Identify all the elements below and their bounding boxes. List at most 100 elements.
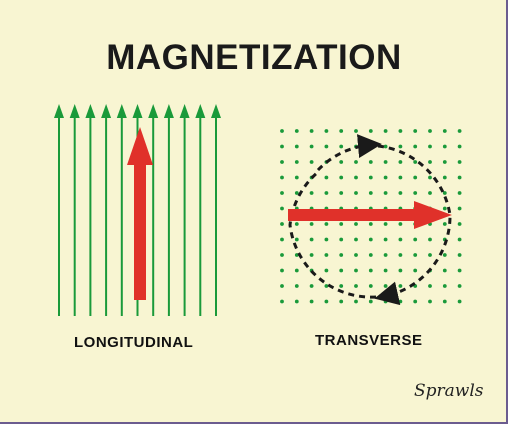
field-dot <box>457 191 462 195</box>
field-dot <box>398 160 403 164</box>
field-dot <box>383 129 388 133</box>
field-dot <box>428 144 432 149</box>
field-dot <box>457 129 462 133</box>
field-dot <box>383 284 388 288</box>
field-dot <box>383 175 388 180</box>
field-dot <box>368 268 373 273</box>
field-dot <box>383 268 388 273</box>
field-dot <box>442 222 447 226</box>
field-line-arrowhead-icon <box>211 104 221 118</box>
field-dot <box>442 175 447 180</box>
field-dot <box>324 175 329 180</box>
field-dot <box>457 206 462 211</box>
field-dot <box>354 253 358 257</box>
field-dot <box>398 253 403 257</box>
field-dot <box>442 144 447 149</box>
field-dot <box>457 268 462 273</box>
field-dot <box>457 237 462 242</box>
field-line-arrowhead-icon <box>163 104 174 118</box>
field-dot <box>368 284 373 288</box>
field-dot <box>428 129 432 133</box>
field-dot <box>280 237 284 242</box>
field-dot <box>294 129 299 133</box>
field-dot <box>368 160 373 164</box>
field-dot <box>383 144 388 149</box>
field-dot <box>428 237 432 242</box>
field-dot <box>398 237 403 242</box>
field-dot <box>442 129 447 133</box>
field-dot <box>383 160 388 164</box>
field-dot <box>428 175 432 180</box>
field-line-arrowhead-icon <box>69 104 80 118</box>
field-dot <box>413 129 418 133</box>
field-dot <box>324 144 329 149</box>
field-dot <box>324 191 329 195</box>
field-dot <box>324 299 329 304</box>
field-dot <box>294 284 299 288</box>
field-dot <box>309 222 314 226</box>
field-dot <box>280 175 284 180</box>
field-dot <box>280 222 284 226</box>
field-dot <box>280 206 284 211</box>
field-dot <box>339 237 344 242</box>
field-dot <box>339 268 344 273</box>
field-dot <box>280 253 284 257</box>
field-dot <box>442 284 447 288</box>
field-dot <box>368 222 373 226</box>
field-dot <box>457 299 462 304</box>
field-dot <box>383 253 388 257</box>
field-line-arrowhead-icon <box>116 104 127 118</box>
field-dot <box>383 191 388 195</box>
field-dot <box>339 191 344 195</box>
field-dot <box>457 160 462 164</box>
field-dot <box>339 144 344 149</box>
field-dot <box>413 268 418 273</box>
field-dot <box>413 253 418 257</box>
field-dot <box>368 129 373 133</box>
field-dot <box>309 129 314 133</box>
field-dot <box>413 299 418 304</box>
field-dot <box>339 284 344 288</box>
field-dot <box>457 253 462 257</box>
field-dot <box>413 160 418 164</box>
field-dot <box>354 299 358 304</box>
field-line-arrowhead-icon <box>179 104 190 118</box>
field-line-arrowhead-icon <box>148 104 159 118</box>
field-dot <box>339 253 344 257</box>
longitudinal-magnetization-arrow <box>127 127 153 300</box>
field-dot <box>324 222 329 226</box>
field-dot <box>309 284 314 288</box>
field-dot <box>413 144 418 149</box>
field-dot <box>442 206 447 211</box>
field-dot <box>368 191 373 195</box>
field-dot <box>457 222 462 226</box>
field-dot <box>339 129 344 133</box>
field-dot <box>280 160 284 164</box>
field-dot <box>354 284 358 288</box>
field-dot <box>280 129 284 133</box>
field-dot <box>339 299 344 304</box>
field-dot <box>339 222 344 226</box>
field-dot <box>280 144 284 149</box>
field-dot <box>368 175 373 180</box>
field-dot <box>309 253 314 257</box>
longitudinal-label: LONGITUDINAL <box>74 334 194 351</box>
field-dot <box>428 160 432 164</box>
field-dot <box>398 144 403 149</box>
field-dot <box>324 129 329 133</box>
author-signature: Sprawls <box>414 381 484 401</box>
field-dot <box>354 175 358 180</box>
field-line-arrowhead-icon <box>132 104 143 118</box>
field-dot <box>398 299 403 304</box>
field-dot <box>398 284 403 288</box>
field-dot <box>354 268 358 273</box>
field-dot <box>457 284 462 288</box>
field-line-arrowhead-icon <box>85 104 96 118</box>
field-dot <box>442 160 447 164</box>
field-dot <box>457 144 462 149</box>
field-dot <box>442 253 447 257</box>
field-dot <box>309 144 314 149</box>
field-dot <box>280 268 284 273</box>
field-dot <box>354 191 358 195</box>
